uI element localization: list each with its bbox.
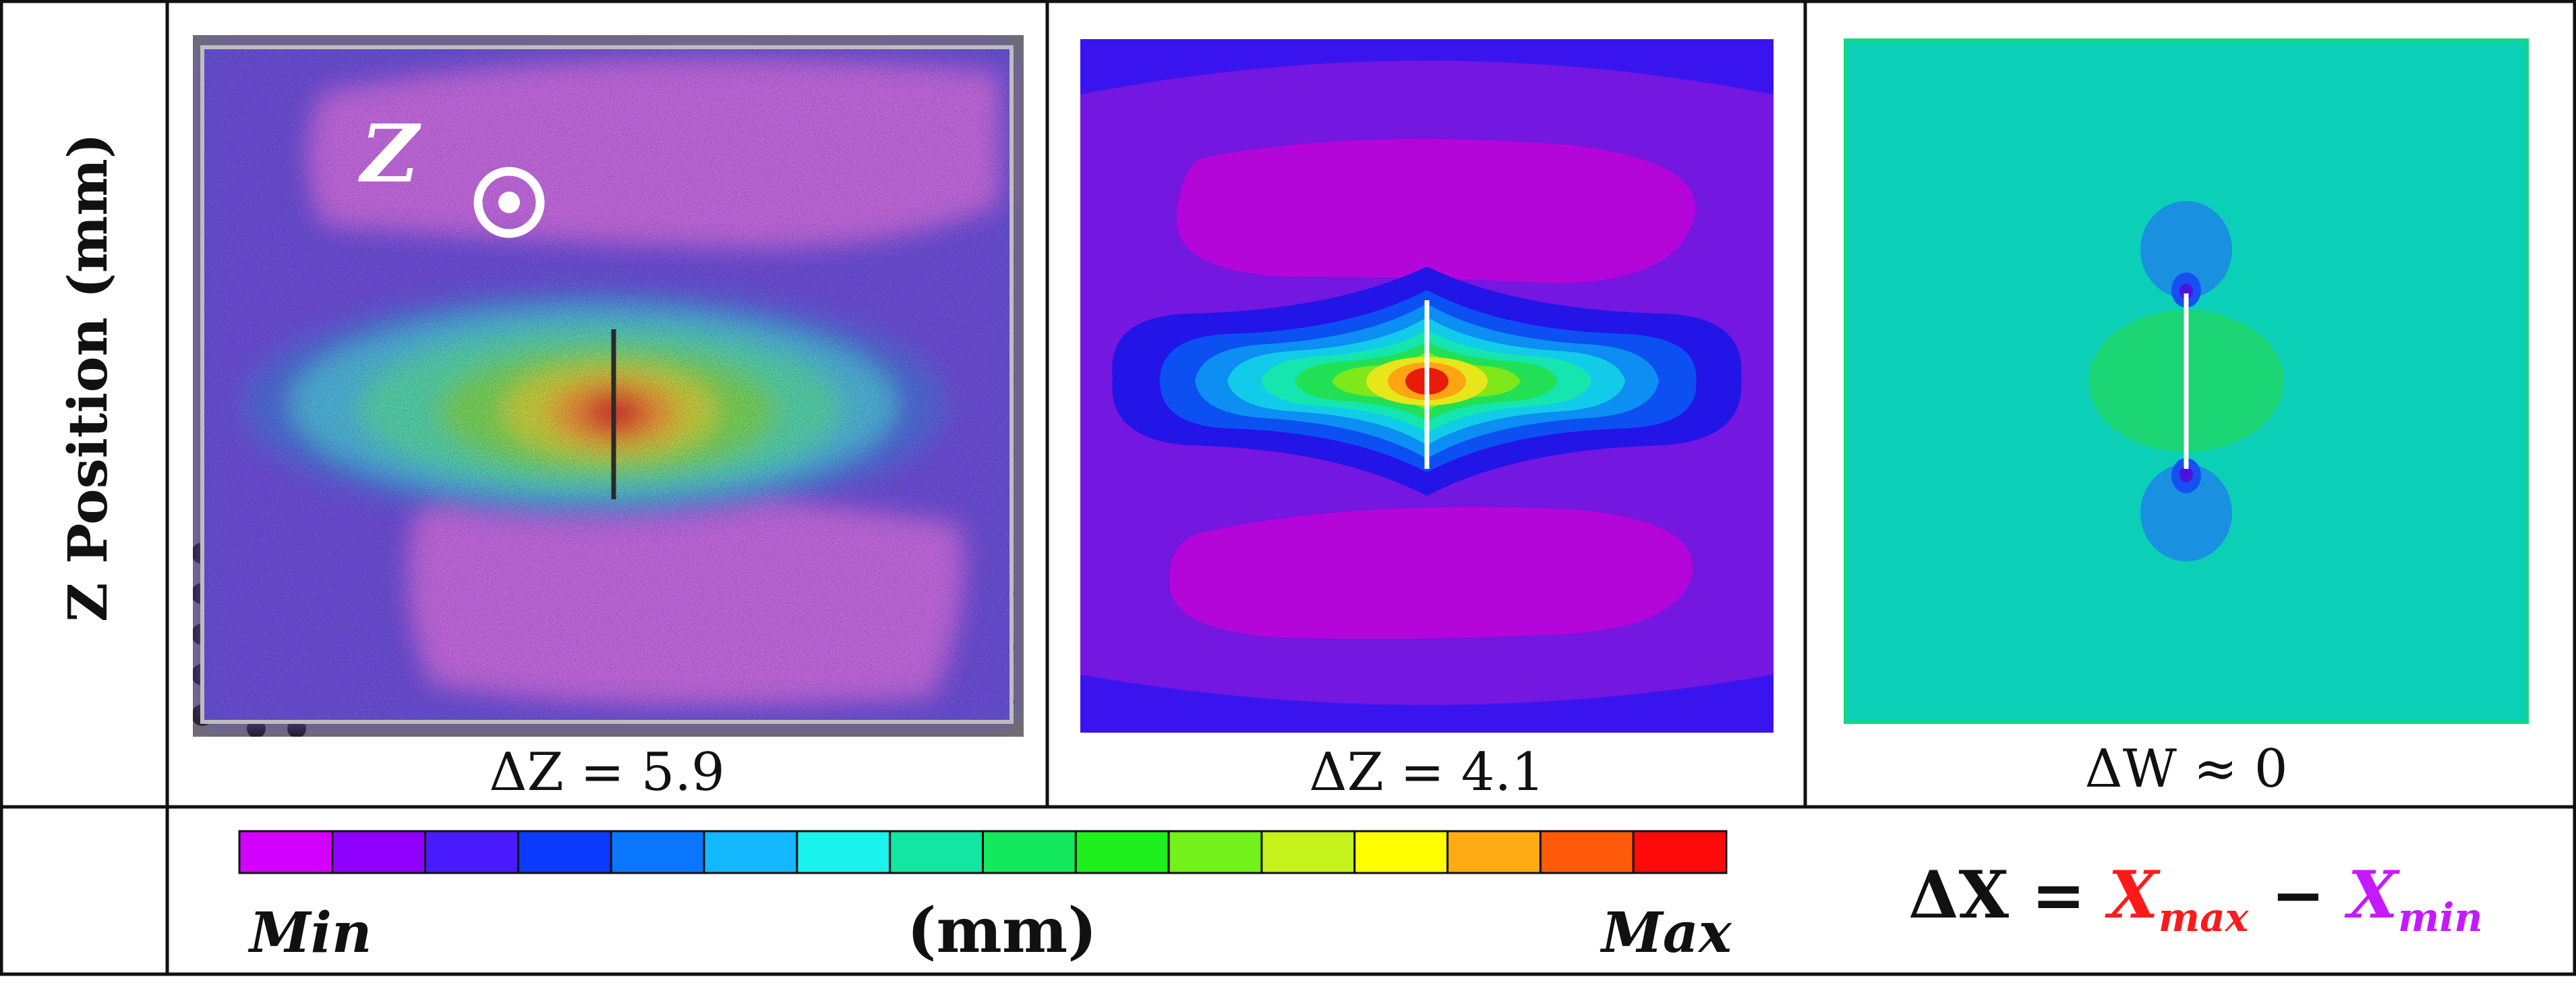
colorbar-segment [1074,830,1170,874]
third-contour-panel [1844,38,2529,724]
colorbar [238,830,1728,874]
colorbar-segment [1260,830,1356,874]
colorbar-segment [331,830,427,874]
colorbar-segment [1446,830,1542,874]
xmin-base: X [2347,857,2399,933]
colorbar-segment [1353,830,1449,874]
caption-third: ΔW ≈ 0 [2084,739,2288,799]
colorbar-segment [517,830,612,874]
colorbar-segment [982,830,1077,874]
caption-simulation: ΔZ = 4.1 [1309,742,1545,803]
equation-xmin: Xmin [2347,857,2483,940]
caption-experiment: ΔZ = 5.9 [489,742,725,803]
colorbar-segment [1539,830,1635,874]
simulation-contour-panel [1080,39,1774,733]
colorbar-segment [1632,830,1728,874]
row-label: Z Position (mm) [56,133,119,622]
colorbar-segment [610,830,705,874]
equation-minus: − [2248,857,2348,933]
colorbar-min-label: Min [250,901,372,965]
xmin-sub: min [2398,895,2483,940]
colorbar-segment [238,830,334,874]
colorbar-segment [796,830,891,874]
colorbar-max-label: Max [1602,901,1732,965]
equation-equals: = [2008,857,2109,933]
colorbar-segment [424,830,519,874]
equation-xmax: Xmax [2108,857,2248,940]
equation-lhs: ΔX [1908,857,2009,933]
delta-equation: ΔX = Xmax − Xmin [1908,857,2483,940]
colorbar-segment [1167,830,1263,874]
xmax-base: X [2108,857,2159,933]
colorbar-segment [889,830,984,874]
colorbar-segment [703,830,798,874]
colorbar-unit-label: (mm) [907,894,1097,967]
z-out-of-plane-icon [473,167,545,238]
xmax-sub: max [2158,895,2249,940]
axis-letter: Z [361,107,419,200]
experimental-contour-panel [193,35,1024,737]
